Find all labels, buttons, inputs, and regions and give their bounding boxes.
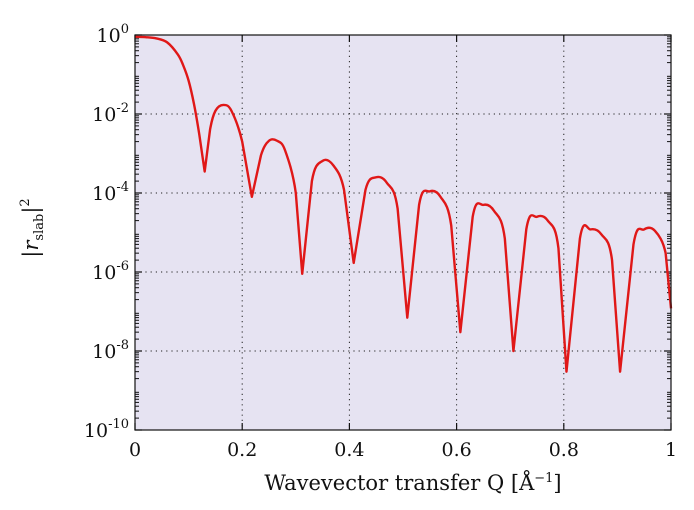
x-tick-label: 0.4 — [334, 439, 364, 461]
x-tick-label: 1 — [665, 439, 677, 461]
x-tick-label: 0 — [129, 439, 141, 461]
grid — [135, 35, 671, 430]
x-tick-labels: 0 0.2 0.4 0.6 0.8 1 — [129, 439, 677, 461]
x-tick-label: 0.8 — [549, 439, 579, 461]
y-tick-label: 10-2 — [92, 101, 129, 126]
y-tick-label: 10-4 — [92, 180, 129, 205]
x-tick-label: 0.6 — [441, 439, 471, 461]
y-tick-label: 100 — [97, 22, 129, 47]
y-tick-label: 10-6 — [92, 259, 129, 284]
series-line — [134, 35, 673, 373]
y-tick-label: 10-10 — [84, 417, 129, 442]
y-tick-label: 10-8 — [92, 338, 129, 363]
y-axis-label: |rslab|2 — [18, 198, 47, 257]
plot-frame — [134, 34, 672, 431]
plot-area — [135, 35, 671, 430]
x-axis-label: Wavevector transfer Q [Å−1] — [264, 470, 561, 495]
y-tick-labels: 100 10-2 10-4 10-6 10-8 10-10 — [84, 22, 129, 442]
x-tick-label: 0.2 — [227, 439, 257, 461]
